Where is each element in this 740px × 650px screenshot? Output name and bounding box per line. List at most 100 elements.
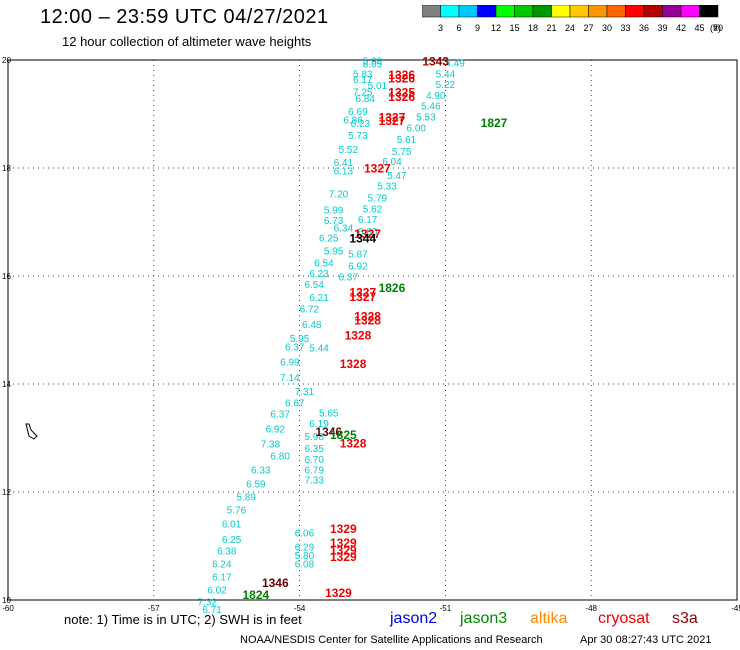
x-tick-label: -51 (440, 604, 452, 613)
colorbar-label: 36 (639, 23, 649, 33)
plot-frame (7, 59, 738, 601)
data-point-jason3: 6.17 (358, 215, 378, 226)
x-tick-label: -48 (585, 604, 597, 613)
legend-altika: altika (530, 610, 568, 627)
colorbar-unit: (ft) (710, 23, 721, 33)
colorbar-label: 39 (657, 23, 667, 33)
pass-id-label: 1344 (349, 232, 376, 246)
y-tick-label: 14 (2, 380, 11, 389)
data-point-cryosat: 6.37 (270, 409, 290, 420)
data-point-cryosat: 6.23 (309, 269, 329, 280)
colorbar-label: 30 (602, 23, 612, 33)
pass-id-label: 1329 (330, 544, 357, 558)
color-scale-bar: 3 6 9 12 15 18 21 24 27 30 33 36 39 42 45 70(ft) (422, 5, 723, 33)
data-point-altika: 6.70 (304, 455, 324, 466)
colorbar-label: 18 (528, 23, 538, 33)
data-point-cryosat: 6.54 (314, 258, 334, 269)
pass-id-label: 1325 (388, 86, 415, 100)
pass-id-label: 1346 (262, 576, 289, 590)
legend-jason2: jason2 (390, 610, 438, 627)
data-point-jason3: 5.87 (348, 250, 368, 261)
data-point-jason3: 5.33 (377, 182, 397, 193)
data-point-jason3: 6.04 (382, 157, 402, 168)
data-point-jason3: 6.60 (358, 227, 378, 238)
data-point-jason2: 6.08 (295, 560, 315, 571)
data-point-altika: 6.79 (304, 466, 324, 477)
pass-id-label: 1327 (379, 111, 406, 125)
data-point-cryosat: 5.52 (338, 145, 358, 156)
data-point-cryosat: 6.67 (285, 399, 305, 410)
data-point-cryosat: 6.25 (319, 233, 339, 244)
data-point-jason3: 5.79 (368, 193, 388, 204)
x-tick-label: -54 (294, 604, 306, 613)
pass-id-label: 1327 (354, 227, 381, 241)
pass-id-label: 1327 (364, 161, 391, 175)
y-tick-label: 18 (2, 164, 11, 173)
pass-id-label: 1329 (330, 522, 357, 536)
legend-s3a: s3a (672, 610, 698, 627)
colorbar-label: 12 (491, 23, 501, 33)
pass-id-label: 1326 (388, 90, 415, 104)
data-point-cryosat: 6.13 (334, 166, 354, 177)
colorbar-label: 15 (509, 23, 519, 33)
data-point-cryosat: 6.37 (285, 343, 305, 354)
pass-id-label: 1327 (349, 290, 376, 304)
data-point-altika: 6.35 (304, 444, 324, 455)
data-point-cryosat: 6.02 (207, 586, 227, 597)
legend-jason3: jason3 (460, 610, 508, 627)
data-point-cryosat: 6.41 (334, 158, 354, 169)
colorbar-label: 24 (565, 23, 575, 33)
page-subtitle: 12 hour collection of altimeter wave hei… (62, 34, 312, 49)
data-point-cryosat: 6.54 (304, 280, 324, 291)
data-point-cryosat: 6.71 (202, 605, 222, 616)
colorbar-label: 3 (438, 23, 443, 33)
pass-id-label: 1327 (349, 286, 376, 300)
data-point-cryosat: 6.25 (222, 535, 242, 546)
pass-id-label: 1329 (325, 586, 352, 600)
colorbar-label: 27 (583, 23, 593, 33)
data-point-jason2: 5.80 (295, 551, 315, 562)
data-point-jason2: 6.29 (295, 542, 315, 553)
data-point-cryosat: 5.76 (227, 506, 247, 517)
pass-id-label: 1329 (330, 536, 357, 550)
colorbar-label: 6 (456, 23, 461, 33)
data-point-jason3: 5.62 (363, 204, 383, 215)
pass-id-label: 1326 (388, 68, 415, 82)
colorbar-label: 70 (713, 23, 723, 33)
data-point-altika: 7.33 (304, 475, 324, 486)
pass-id-label: 1328 (345, 329, 372, 343)
credit-text: NOAA/NESDIS Center for Satellite Applica… (240, 634, 543, 646)
data-point-jason3: 5.75 (392, 147, 412, 158)
colorbar-swatch (699, 5, 719, 18)
pass-id-label: 1328 (354, 309, 381, 323)
data-point-cryosat: 7.31 (295, 387, 315, 398)
x-tick-label: -45 (731, 604, 740, 613)
data-point-cryosat: 6.69 (348, 107, 368, 118)
data-point-cryosat: 6.01 (222, 520, 242, 531)
data-point-cryosat: 5.44 (309, 344, 329, 355)
data-point-cryosat: 6.86 (343, 116, 363, 127)
data-point-cryosat: 6.80 (270, 452, 290, 463)
data-point-cryosat: 6.38 (217, 547, 237, 558)
y-tick-label: 16 (2, 272, 11, 281)
data-point-cryosat: 6.72 (300, 305, 320, 316)
pass-id-label: 1827 (481, 116, 508, 130)
pass-id-label: 1327 (379, 114, 406, 128)
timestamp-text: Apr 30 08:27:43 UTC 2021 (580, 634, 712, 646)
y-tick-label: 20 (2, 56, 11, 65)
data-point-jason3: 5.53 (416, 112, 436, 123)
data-point-cryosat: 5.89 (236, 493, 256, 504)
data-point-cryosat: 6.21 (309, 293, 329, 304)
data-point-cryosat: 6.23 (351, 119, 371, 130)
data-point-jason2: 6.06 (295, 528, 315, 539)
data-point-jason3: 5.22 (436, 80, 456, 91)
data-point-cryosat: 7.25 (353, 88, 373, 99)
pass-id-label: 1825 (330, 428, 357, 442)
data-point-cryosat: 5.95 (324, 246, 344, 257)
legend-cryosat: cryosat (598, 610, 650, 627)
data-point-jason3: 5.61 (397, 135, 417, 146)
data-point-cryosat: 5.95 (290, 334, 310, 345)
data-point-cryosat: 6.33 (251, 466, 271, 477)
